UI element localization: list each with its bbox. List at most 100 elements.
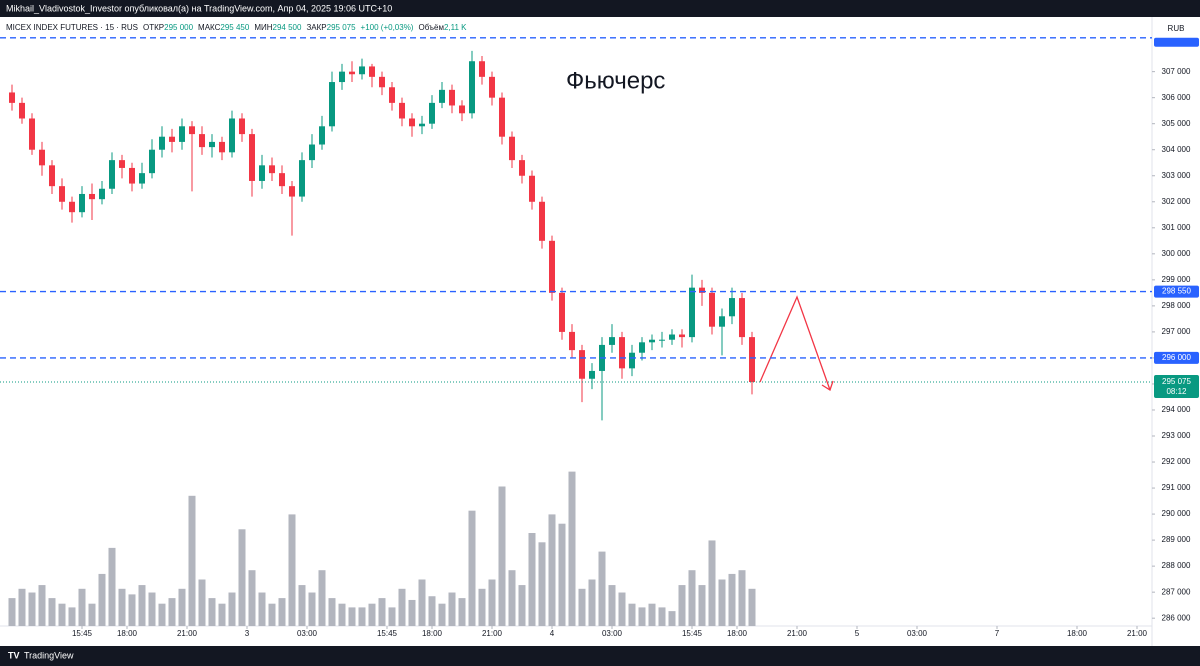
candle-body	[139, 173, 145, 184]
legend-value: 2,11 K	[444, 23, 467, 32]
candle-body	[619, 337, 625, 369]
candle-body	[259, 165, 265, 181]
y-tick-label: 298 000	[1162, 301, 1191, 310]
x-tick-label: 21:00	[787, 629, 808, 638]
y-tick-label: 292 000	[1162, 457, 1191, 466]
volume-bar	[48, 598, 56, 626]
candle-body	[609, 337, 615, 345]
x-tick-label: 03:00	[297, 629, 318, 638]
footer-bar	[0, 646, 1200, 666]
volume-bar	[278, 598, 286, 626]
y-tick-label: 305 000	[1162, 119, 1191, 128]
legend-value: 295 450	[220, 23, 249, 32]
volume-bar	[348, 607, 356, 626]
candle-body	[189, 126, 195, 135]
x-tick-label: 3	[245, 629, 250, 638]
volume-bar	[268, 603, 276, 626]
x-tick-label: 18:00	[1067, 629, 1088, 638]
candle-body	[739, 298, 745, 338]
volume-bar	[28, 592, 36, 626]
volume-bar	[678, 585, 686, 626]
candle-body	[319, 126, 325, 145]
currency: RUB	[1168, 24, 1185, 33]
volume-bar	[568, 471, 576, 626]
x-tick-label: 18:00	[117, 629, 138, 638]
volume-bar	[58, 603, 66, 626]
candle-body	[429, 102, 435, 124]
candle-body	[39, 149, 45, 166]
candle-body	[209, 141, 215, 148]
candle-body	[629, 352, 635, 369]
volume-bar	[8, 598, 16, 626]
volume-bar	[38, 585, 46, 626]
volume-bar	[88, 603, 96, 626]
last-price-timer: 08:12	[1166, 387, 1187, 396]
candle-body	[449, 89, 455, 106]
volume-bar	[738, 570, 746, 626]
candle-body	[529, 175, 535, 202]
candle-body	[19, 102, 25, 119]
legend-label: ОТКР	[143, 23, 164, 32]
volume-bar	[78, 588, 86, 626]
volume-bar	[328, 598, 336, 626]
candle-body	[579, 350, 585, 379]
x-tick-label: 4	[550, 629, 555, 638]
volume-bar	[748, 588, 756, 626]
volume-bar	[298, 585, 306, 626]
legend-value: 295 075	[327, 23, 356, 32]
volume-bar	[448, 592, 456, 626]
volume-bar	[558, 523, 566, 626]
candle-body	[79, 193, 85, 213]
volume-bar	[318, 570, 326, 626]
volume-bar	[338, 603, 346, 626]
y-tick-label: 300 000	[1162, 249, 1191, 258]
volume-bar	[128, 594, 136, 626]
candle-body	[379, 76, 385, 88]
candle-body	[659, 339, 665, 341]
legend: MICEX INDEX FUTURES · 15 · RUS ОТКР295 00…	[6, 23, 467, 32]
candle-body	[489, 76, 495, 98]
candle-body	[339, 71, 345, 83]
y-tick-label: 293 000	[1162, 431, 1191, 440]
level-label-box	[1154, 37, 1199, 47]
candle-body	[199, 134, 205, 148]
volume-bar	[428, 596, 436, 626]
volume-bar	[418, 579, 426, 626]
candle-body	[279, 173, 285, 187]
x-tick-label: 03:00	[907, 629, 928, 638]
volume-bar	[538, 542, 546, 626]
arrow-head	[821, 380, 834, 391]
volume-bar	[238, 529, 246, 626]
x-tick-label: 15:45	[377, 629, 398, 638]
legend-value: +100 (+0,03%)	[361, 23, 414, 32]
volume-bar	[588, 579, 596, 626]
legend-value: 295 000	[164, 23, 193, 32]
x-tick-label: 15:45	[682, 629, 703, 638]
footer-logo: TV	[8, 650, 20, 660]
level-label-box	[1154, 285, 1199, 298]
candle-body	[329, 82, 335, 127]
volume-bar	[98, 573, 106, 626]
volume-bar	[628, 603, 636, 626]
volume-bar	[478, 588, 486, 626]
volume-bar	[358, 607, 366, 626]
candle-body	[9, 92, 15, 103]
legend-label: Объём	[418, 23, 444, 32]
candle-body	[409, 118, 415, 127]
candle-body	[509, 136, 515, 161]
candle-body	[239, 118, 245, 135]
candle-body	[69, 201, 75, 213]
annotation: Фьючерс	[566, 67, 665, 94]
candle-body	[439, 89, 445, 103]
volume-bar	[638, 607, 646, 626]
volume-bar	[368, 603, 376, 626]
volume-bar	[518, 585, 526, 626]
level-label: 296 000	[1162, 353, 1191, 362]
y-tick-label: 301 000	[1162, 223, 1191, 232]
volume-bar	[658, 607, 666, 626]
candle-body	[219, 141, 225, 153]
volume-bar	[618, 592, 626, 626]
volume-bar	[378, 598, 386, 626]
candle-body	[639, 342, 645, 353]
x-tick-label: 15:45	[72, 629, 93, 638]
